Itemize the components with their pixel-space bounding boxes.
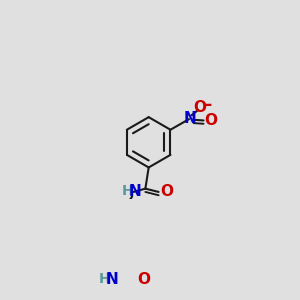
Text: H: H [122,184,133,198]
Text: O: O [160,184,173,199]
Text: O: O [137,272,151,287]
Text: N: N [106,272,118,287]
Text: O: O [193,100,206,115]
Text: –: – [203,96,211,114]
Text: N: N [128,184,141,199]
Text: H: H [99,272,111,286]
Text: O: O [204,113,217,128]
Text: N: N [183,111,196,126]
